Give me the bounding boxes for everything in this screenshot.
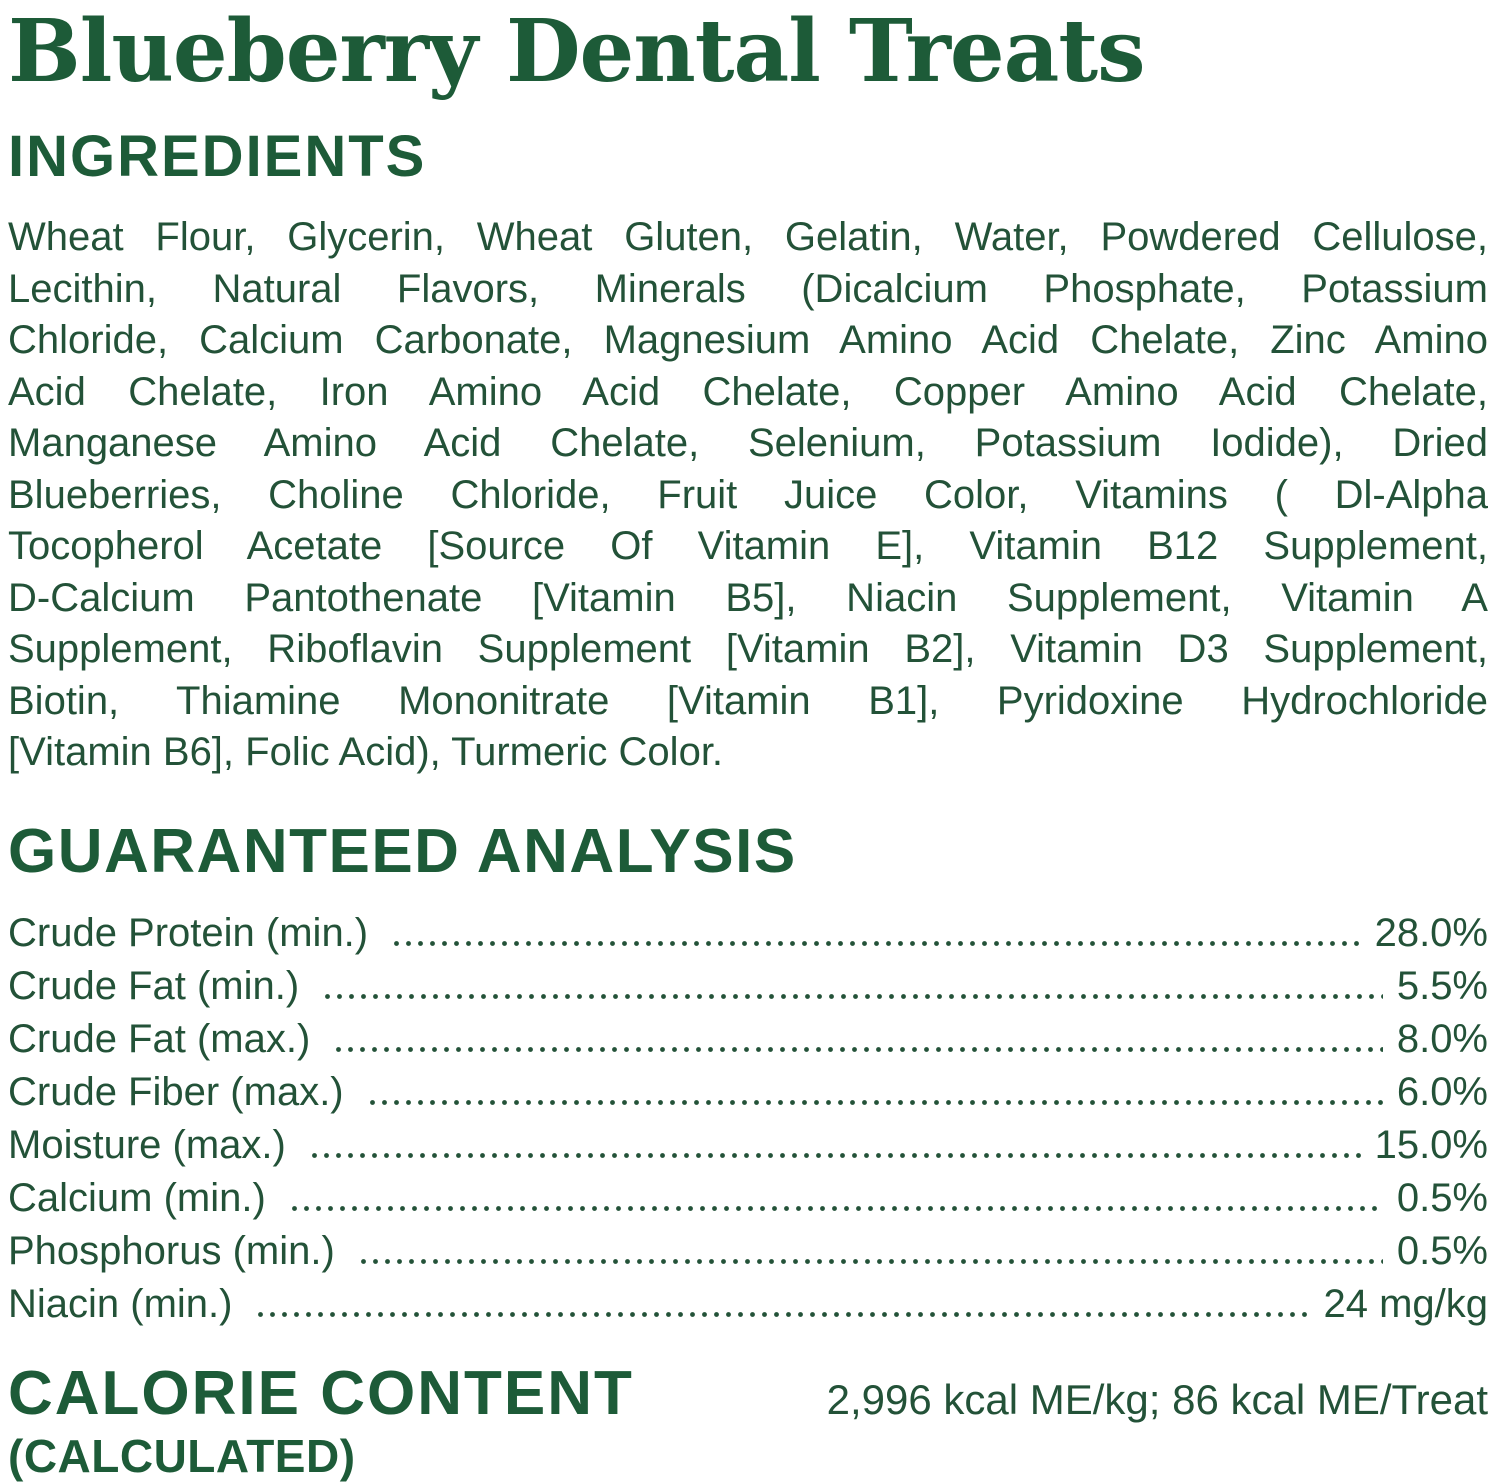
ingredients-section: INGREDIENTS Wheat Flour, Glycerin, Wheat… (8, 128, 1488, 779)
analysis-value: 28.0% (1374, 910, 1488, 955)
analysis-label: Phosphorus (min.) (8, 1228, 335, 1273)
page-title: Blueberry Dental Treats (8, 1, 1146, 102)
dotted-leader (369, 1099, 1383, 1105)
ingredients-heading: INGREDIENTS (8, 124, 427, 189)
ingredients-paragraph: Wheat Flour, Glycerin, Wheat Gluten, Gel… (8, 212, 1488, 779)
analysis-row: Phosphorus (min.) 0.5% (8, 1225, 1488, 1278)
ingredients-line: [Vitamin B6], Folic Acid), Turmeric Colo… (8, 730, 724, 774)
ingredients-line: Tocopherol Acetate [Source Of Vitamin E]… (8, 524, 1488, 568)
dotted-leader (325, 993, 1383, 999)
ingredients-line: Blueberries, Choline Chloride, Fruit Jui… (8, 472, 1488, 517)
calorie-content-headings: CALORIE CONTENT (CALCULATED) (8, 1358, 634, 1482)
analysis-value: 5.5% (1396, 963, 1488, 1008)
analysis-label: Niacin (min.) (8, 1281, 233, 1326)
ingredients-line: Supplement, Riboflavin Supplement [Vitam… (8, 627, 1488, 671)
calorie-value: 2,996 kcal ME/kg; 86 kcal ME/Treat (826, 1375, 1488, 1423)
analysis-row: Moisture (max.) 15.0% (8, 1119, 1488, 1172)
calorie-content-section: CALORIE CONTENT (CALCULATED) 2,996 kcal … (8, 1358, 1488, 1482)
dotted-leader (336, 1046, 1383, 1052)
analysis-row: Crude Protein (min.) 28.0% (8, 907, 1488, 960)
dotted-leader (394, 940, 1361, 946)
analysis-value: 24 mg/kg (1323, 1281, 1488, 1326)
calorie-calculated-label: (CALCULATED) (8, 1429, 356, 1482)
analysis-row: Niacin (min.) 24 mg/kg (8, 1278, 1488, 1331)
analysis-value: 15.0% (1374, 1122, 1488, 1167)
guaranteed-analysis-heading: GUARANTEED ANALYSIS (8, 816, 797, 886)
ingredients-line: Acid Chelate, Iron Amino Acid Chelate, C… (8, 369, 1488, 414)
dotted-leader (311, 1152, 1361, 1158)
analysis-row: Calcium (min.) 0.5% (8, 1172, 1488, 1225)
dotted-leader (360, 1258, 1383, 1264)
analysis-label: Calcium (min.) (8, 1175, 266, 1220)
analysis-value: 6.0% (1396, 1069, 1488, 1114)
ingredients-line: Biotin, Thiamine Mononitrate [Vitamin B1… (8, 678, 1488, 723)
analysis-row: Crude Fat (min.) 5.5% (8, 960, 1488, 1013)
dotted-leader (258, 1311, 1310, 1317)
analysis-value: 0.5% (1396, 1228, 1488, 1273)
analysis-row: Crude Fat (max.) 8.0% (8, 1013, 1488, 1066)
ingredients-line: Wheat Flour, Glycerin, Wheat Gluten, Gel… (8, 215, 1488, 259)
ingredients-line: Lecithin, Natural Flavors, Minerals (Dic… (8, 266, 1488, 311)
analysis-label: Moisture (max.) (8, 1122, 286, 1167)
dotted-leader (291, 1205, 1383, 1211)
guaranteed-analysis-table: Crude Protein (min.) 28.0% Crude Fat (mi… (8, 907, 1488, 1331)
analysis-value: 8.0% (1396, 1016, 1488, 1061)
ingredients-line: Manganese Amino Acid Chelate, Selenium, … (8, 421, 1488, 465)
analysis-value: 0.5% (1396, 1175, 1488, 1220)
ingredients-line: D-Calcium Pantothenate [Vitamin B5], Nia… (8, 575, 1488, 620)
analysis-label: Crude Fat (min.) (8, 963, 300, 1008)
calorie-content-heading: CALORIE CONTENT (8, 1358, 634, 1428)
analysis-label: Crude Protein (min.) (8, 910, 369, 955)
ingredients-line: Chloride, Calcium Carbonate, Magnesium A… (8, 318, 1488, 362)
analysis-row: Crude Fiber (max.) 6.0% (8, 1066, 1488, 1119)
guaranteed-analysis-section: GUARANTEED ANALYSIS Crude Protein (min.)… (8, 816, 1488, 1331)
analysis-label: Crude Fiber (max.) (8, 1069, 344, 1114)
analysis-label: Crude Fat (max.) (8, 1016, 311, 1061)
